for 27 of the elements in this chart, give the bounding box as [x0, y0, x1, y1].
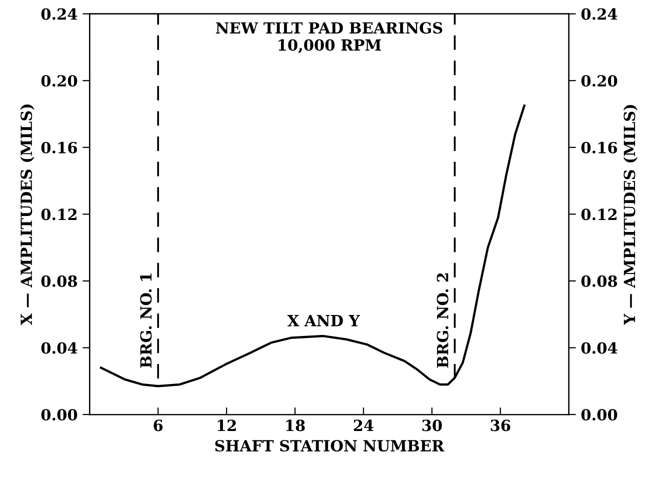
x-tick-label: 36	[490, 420, 510, 432]
y2-tick-label: 0.12	[581, 208, 616, 220]
y2-tick-label: 0.24	[581, 8, 618, 20]
y-tick-label: 0.20	[41, 75, 78, 87]
x-tick-label: 6	[154, 420, 163, 432]
y2-axis-title: Y — AMPLITUDES (MILS)	[623, 105, 638, 325]
x-tick-label: 30	[422, 420, 442, 432]
y-tick-label: 0.24	[41, 8, 78, 20]
x-tick-label: 24	[354, 420, 374, 431]
text: NEW TILT PAD BEARINGS 10,000 RPM	[216, 22, 442, 54]
y2-tick-label: 0.08	[581, 275, 618, 287]
y2-tick-label: 0.04	[581, 342, 618, 354]
y2-tick-label: 0.00	[581, 408, 618, 421]
y-tick-label: 0.12	[41, 208, 76, 220]
y2-tick-label: 0.16	[581, 142, 618, 154]
x-axis-title: SHAFT STATION NUMBER	[215, 440, 444, 452]
series-label: X AND Y	[287, 315, 360, 326]
x-tick-label: 18	[286, 420, 305, 432]
y-tick-label: 0.08	[41, 275, 78, 287]
y-tick-label: 0.00	[41, 408, 78, 421]
y-axis-title: X — AMPLITUDES (MILS)	[20, 104, 34, 326]
y2-tick-label: 0.20	[581, 75, 618, 87]
x-tick-label: 12	[218, 420, 236, 431]
y-tick-label: 0.16	[41, 142, 78, 154]
y-tick-label: 0.04	[41, 342, 78, 354]
ref-line-label: BRG. NO. 2	[436, 273, 448, 368]
ref-line-label: BRG. NO. 1	[140, 274, 152, 368]
